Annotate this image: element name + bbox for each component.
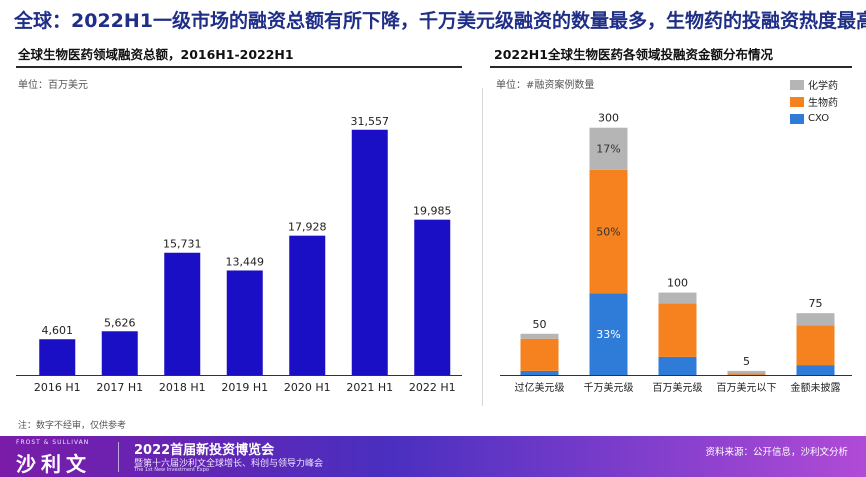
left-chart-unit: 单位：百万美元 <box>18 80 88 91</box>
brand-english: FROST & SULLIVAN <box>16 439 90 446</box>
stack-total-label: 50 <box>533 318 547 331</box>
right-chart-title: 2022H1全球生物医药各领域投融资金额分布情况 <box>494 47 773 62</box>
right-chart-unit: 单位：#融资案例数量 <box>496 80 595 91</box>
expo-subtitle: 暨第十六届沙利文全球增长、科创与领导力峰会 <box>134 459 324 469</box>
bar-2016-h1 <box>39 339 76 375</box>
bar-value-label: 19,985 <box>413 205 452 218</box>
page-headline: 全球：2022H1一级市场的融资总额有所下降，千万美元级融资的数量最多，生物药的… <box>14 10 866 32</box>
bar-value-label: 15,731 <box>163 238 202 251</box>
stack-total-label: 5 <box>743 355 750 368</box>
right-chart-legend: 化学药 生物药 CXO <box>790 76 838 127</box>
segment-percent-label: 33% <box>596 328 620 341</box>
left-chart-title: 全球生物医药领域融资总额，2016H1-2022H1 <box>18 47 294 62</box>
x-tick-label: 2018 H1 <box>159 381 206 394</box>
stack-total-label: 75 <box>809 297 823 310</box>
stack-total-label: 300 <box>598 112 619 125</box>
segment-percent-label: 17% <box>596 143 620 156</box>
expo-title: 2022首届新投资博览会 <box>134 443 275 458</box>
footnote: 注：数字不经审，仅供参考 <box>18 421 127 431</box>
x-tick-label: 2022 H1 <box>409 381 456 394</box>
stack-segment-chem <box>796 313 835 326</box>
bar-value-label: 4,601 <box>42 324 74 337</box>
bar-2019-h1 <box>226 270 263 375</box>
stack-segment-bio <box>520 338 559 371</box>
stack-segment-chem <box>727 370 766 374</box>
x-tick-label: 2019 H1 <box>221 381 268 394</box>
stack-segment-cxo <box>658 356 697 375</box>
stack-segment-cxo <box>589 293 628 375</box>
footer-banner: FROST & SULLIVAN 沙利文 2022首届新投资博览会 暨第十六届沙… <box>0 436 866 477</box>
legend-item-bio: 生物药 <box>790 93 838 110</box>
stack-segment-chem <box>589 127 628 170</box>
stack-segment-bio <box>796 325 835 366</box>
right-title-rule <box>490 66 852 68</box>
brand-logo-text: 沙利文 <box>16 452 91 476</box>
segment-percent-label: 50% <box>596 226 620 239</box>
bar-2021-h1 <box>351 129 388 375</box>
panel-divider <box>482 88 483 406</box>
bar-value-label: 31,557 <box>351 115 390 128</box>
x-tick-label: 金额未披露 <box>791 381 841 394</box>
stack-segment-chem <box>658 292 697 304</box>
stack-segment-bio <box>658 303 697 357</box>
legend-item-cxo: CXO <box>790 110 838 127</box>
legend-swatch-cxo <box>790 113 804 124</box>
stack-segment-cxo <box>520 370 559 375</box>
legend-swatch-bio <box>790 96 804 107</box>
x-tick-label: 2017 H1 <box>96 381 143 394</box>
x-tick-label: 百万美元级 <box>653 381 703 394</box>
stack-total-label: 100 <box>667 277 688 290</box>
x-tick-label: 百万美元以下 <box>717 381 777 394</box>
legend-item-chem: 化学药 <box>790 76 838 93</box>
bar-value-label: 5,626 <box>104 316 136 329</box>
stack-segment-chem <box>520 333 559 339</box>
x-tick-label: 千万美元级 <box>584 381 634 394</box>
x-tick-label: 过亿美元级 <box>515 381 565 394</box>
source-note: 资料来源：公开信息，沙利文分析 <box>705 447 848 458</box>
x-tick-label: 2020 H1 <box>284 381 331 394</box>
right-chart-baseline <box>500 375 852 376</box>
x-tick-label: 2021 H1 <box>346 381 393 394</box>
bar-2022-h1 <box>414 219 451 375</box>
legend-label-bio: 生物药 <box>808 98 838 109</box>
stack-segment-bio <box>727 373 766 375</box>
expo-english: The 1st New Investment Expo <box>134 467 209 473</box>
legend-swatch-chem <box>790 79 804 90</box>
legend-label-cxo: CXO <box>808 113 830 124</box>
stack-segment-cxo <box>796 365 835 375</box>
stack-segment-bio <box>589 169 628 294</box>
x-tick-label: 2016 H1 <box>34 381 81 394</box>
footer-divider <box>118 442 119 472</box>
left-title-rule <box>16 66 462 68</box>
bar-2018-h1 <box>164 252 201 375</box>
bar-2017-h1 <box>101 331 138 375</box>
bar-2020-h1 <box>289 235 326 375</box>
bar-value-label: 13,449 <box>226 255 265 268</box>
left-chart-baseline <box>16 375 462 376</box>
bar-value-label: 17,928 <box>288 221 327 234</box>
legend-label-chem: 化学药 <box>808 81 838 92</box>
